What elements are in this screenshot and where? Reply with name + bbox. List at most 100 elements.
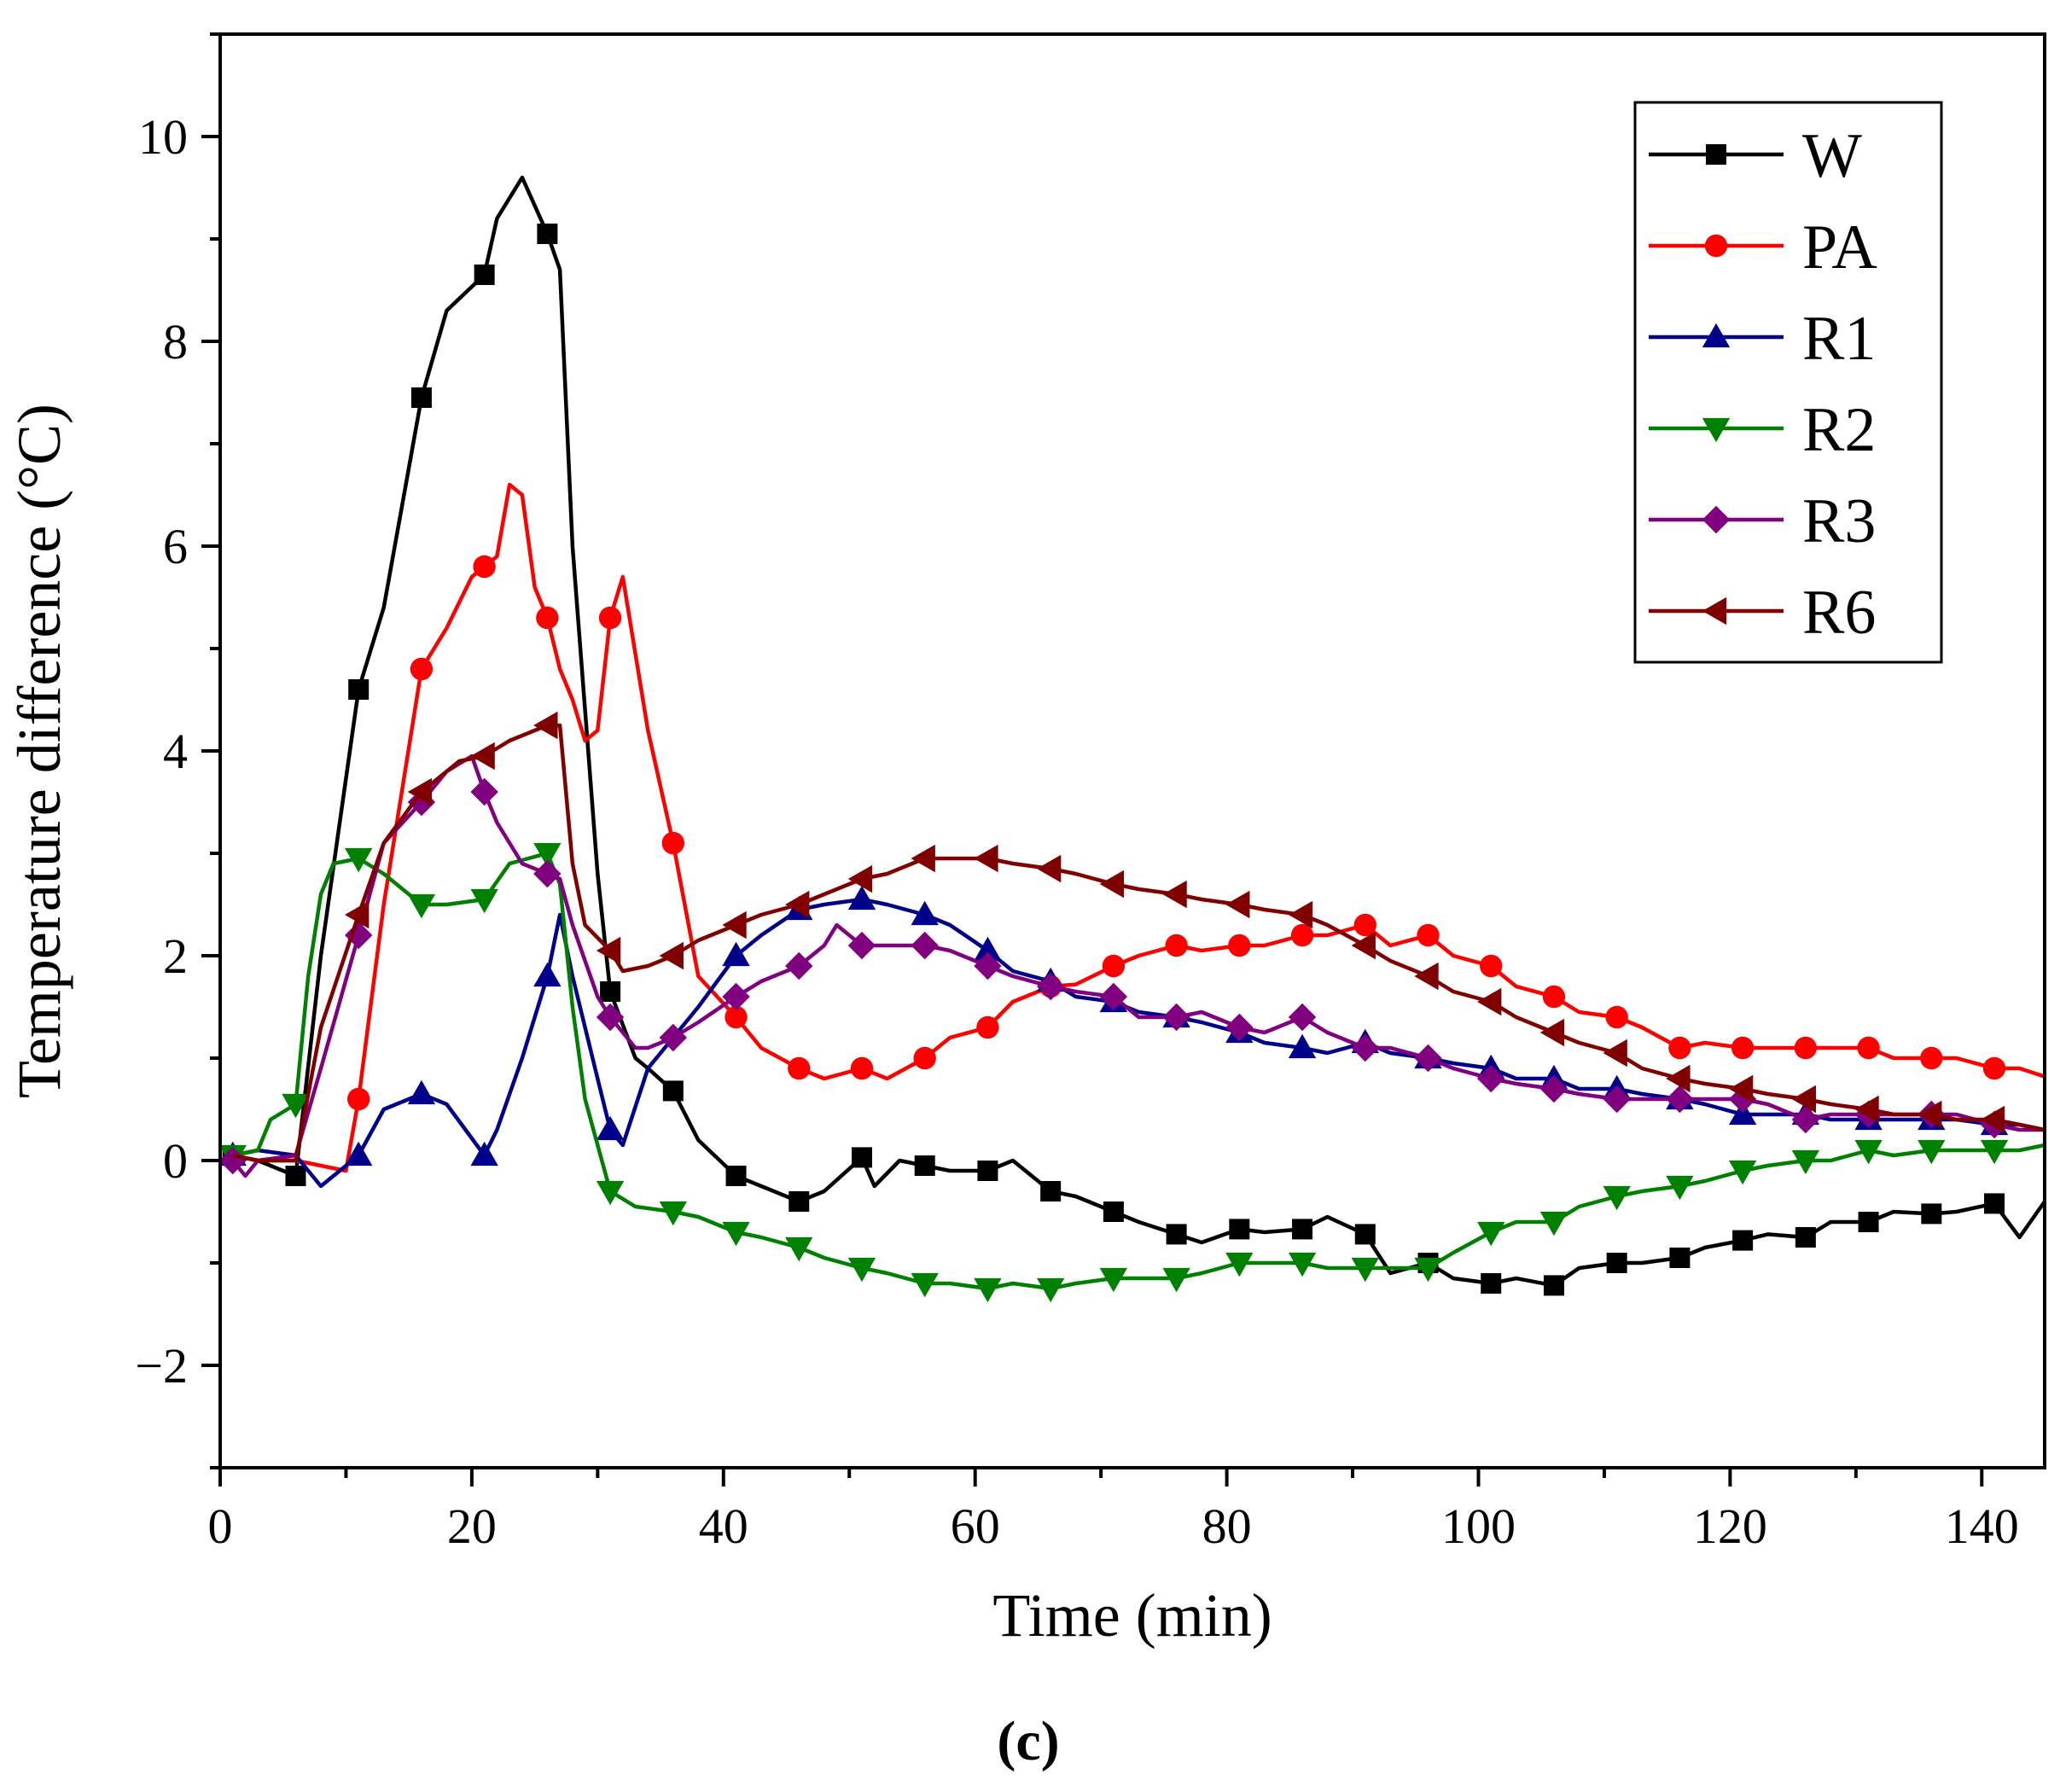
data-point-r3 bbox=[344, 921, 373, 950]
legend-marker-pa bbox=[1704, 234, 1728, 258]
data-point-w bbox=[1858, 1212, 1879, 1232]
data-point-r3 bbox=[1162, 1003, 1190, 1032]
data-point-r2 bbox=[1666, 1175, 1694, 1201]
data-point-r2 bbox=[1162, 1267, 1190, 1293]
data-point-r3 bbox=[1414, 1044, 1442, 1073]
data-point-pa bbox=[1228, 934, 1251, 957]
series-line-r1 bbox=[232, 897, 2045, 1189]
data-point-r2 bbox=[1225, 1252, 1254, 1277]
data-point-w bbox=[1481, 1273, 1502, 1294]
data-point-w bbox=[1543, 1275, 1564, 1296]
data-point-r3 bbox=[220, 1146, 247, 1175]
data-point-pa bbox=[598, 606, 622, 630]
data-point-r2 bbox=[1980, 1139, 2009, 1165]
data-point-pa bbox=[1542, 985, 1566, 1009]
series-r1 bbox=[220, 885, 2045, 1189]
data-point-r6 bbox=[470, 742, 495, 771]
data-point-r3 bbox=[533, 859, 562, 888]
data-point-pa bbox=[661, 831, 685, 855]
data-point-pa bbox=[1480, 954, 1503, 978]
data-point-r2 bbox=[282, 1093, 310, 1119]
data-point-r1 bbox=[407, 1079, 436, 1105]
data-point-r6 bbox=[1162, 880, 1187, 909]
data-point-r2 bbox=[470, 888, 498, 914]
data-point-r1 bbox=[911, 900, 939, 926]
data-point-r2 bbox=[847, 1257, 876, 1283]
data-point-r3 bbox=[1477, 1064, 1505, 1093]
legend: W PA R1 R2 R3 R6 bbox=[1633, 101, 1943, 664]
legend-marker-r6 bbox=[1702, 596, 1727, 625]
data-point-w bbox=[1040, 1181, 1062, 1201]
data-point-r3 bbox=[911, 931, 939, 960]
y-tick-label: 6 bbox=[163, 519, 188, 574]
data-point-r2 bbox=[1918, 1139, 1946, 1165]
data-point-w bbox=[1921, 1203, 1942, 1225]
data-point-r3 bbox=[1099, 982, 1128, 1011]
data-point-r3 bbox=[659, 1023, 688, 1052]
y-tick-label: 10 bbox=[138, 109, 188, 165]
data-point-r3 bbox=[470, 777, 498, 806]
data-point-r1 bbox=[596, 1115, 625, 1141]
data-point-r2 bbox=[1728, 1160, 1757, 1185]
data-point-r2 bbox=[1477, 1221, 1505, 1247]
data-point-r6 bbox=[1728, 1074, 1754, 1103]
data-point-r3 bbox=[1225, 1013, 1254, 1042]
data-point-r6 bbox=[533, 711, 558, 740]
data-point-pa bbox=[913, 1046, 936, 1070]
data-point-w bbox=[1229, 1219, 1250, 1240]
data-point-pa bbox=[1165, 934, 1188, 957]
data-point-pa bbox=[536, 606, 559, 630]
legend-marker-r1 bbox=[1702, 323, 1731, 348]
data-point-pa bbox=[1417, 923, 1440, 947]
data-point-w bbox=[410, 387, 432, 408]
series-line-r6 bbox=[232, 723, 2045, 1163]
data-point-r6 bbox=[1980, 1105, 2005, 1134]
data-point-pa bbox=[976, 1015, 999, 1039]
data-point-w bbox=[1292, 1219, 1313, 1240]
data-point-r6 bbox=[1603, 1039, 1627, 1068]
data-point-r3 bbox=[722, 982, 750, 1011]
data-point-r2 bbox=[659, 1201, 688, 1226]
data-point-w bbox=[1103, 1201, 1124, 1222]
data-point-r6 bbox=[1288, 900, 1313, 929]
data-point-r6 bbox=[1791, 1085, 1816, 1114]
y-tick-label: −2 bbox=[135, 1338, 188, 1393]
legend-box bbox=[1633, 101, 1943, 664]
x-tick-label: 80 bbox=[1202, 1498, 1252, 1554]
figure-caption: (c) bbox=[997, 1710, 1059, 1772]
data-point-r3 bbox=[847, 931, 876, 960]
data-point-r6 bbox=[847, 864, 873, 893]
data-point-pa bbox=[1605, 1005, 1628, 1029]
data-point-r3 bbox=[1288, 1003, 1317, 1032]
data-point-r6 bbox=[785, 890, 810, 919]
data-point-pa bbox=[346, 1087, 370, 1111]
data-point-w bbox=[1606, 1253, 1627, 1273]
series-line-pa bbox=[232, 482, 2045, 1173]
data-point-r1 bbox=[533, 962, 562, 987]
legend-marker-r2 bbox=[1702, 417, 1731, 443]
data-point-r2 bbox=[1854, 1139, 1883, 1165]
y-tick-label: 4 bbox=[163, 724, 188, 779]
data-point-r3 bbox=[1666, 1085, 1694, 1114]
data-point-r6 bbox=[722, 911, 747, 940]
legend-label-r1: R1 bbox=[1802, 304, 1876, 374]
data-point-r3 bbox=[1539, 1074, 1568, 1103]
data-point-r6 bbox=[1477, 987, 1502, 1016]
data-point-r2 bbox=[533, 842, 562, 868]
data-point-pa bbox=[473, 555, 496, 579]
data-point-w bbox=[348, 679, 370, 700]
data-point-w bbox=[1984, 1193, 2005, 1214]
legend-item-r6: R6 bbox=[1649, 578, 1876, 648]
data-point-pa bbox=[1668, 1036, 1691, 1060]
data-point-r6 bbox=[344, 900, 370, 929]
x-tick-label: 120 bbox=[1693, 1498, 1767, 1554]
data-point-r6 bbox=[911, 844, 935, 873]
data-point-r1 bbox=[470, 1141, 498, 1167]
legend-label-r2: R2 bbox=[1802, 395, 1876, 465]
data-point-w bbox=[914, 1155, 935, 1176]
data-point-w bbox=[662, 1080, 684, 1102]
data-point-r3 bbox=[1351, 1033, 1379, 1062]
data-point-r1 bbox=[722, 941, 750, 967]
data-point-w bbox=[1354, 1224, 1376, 1245]
